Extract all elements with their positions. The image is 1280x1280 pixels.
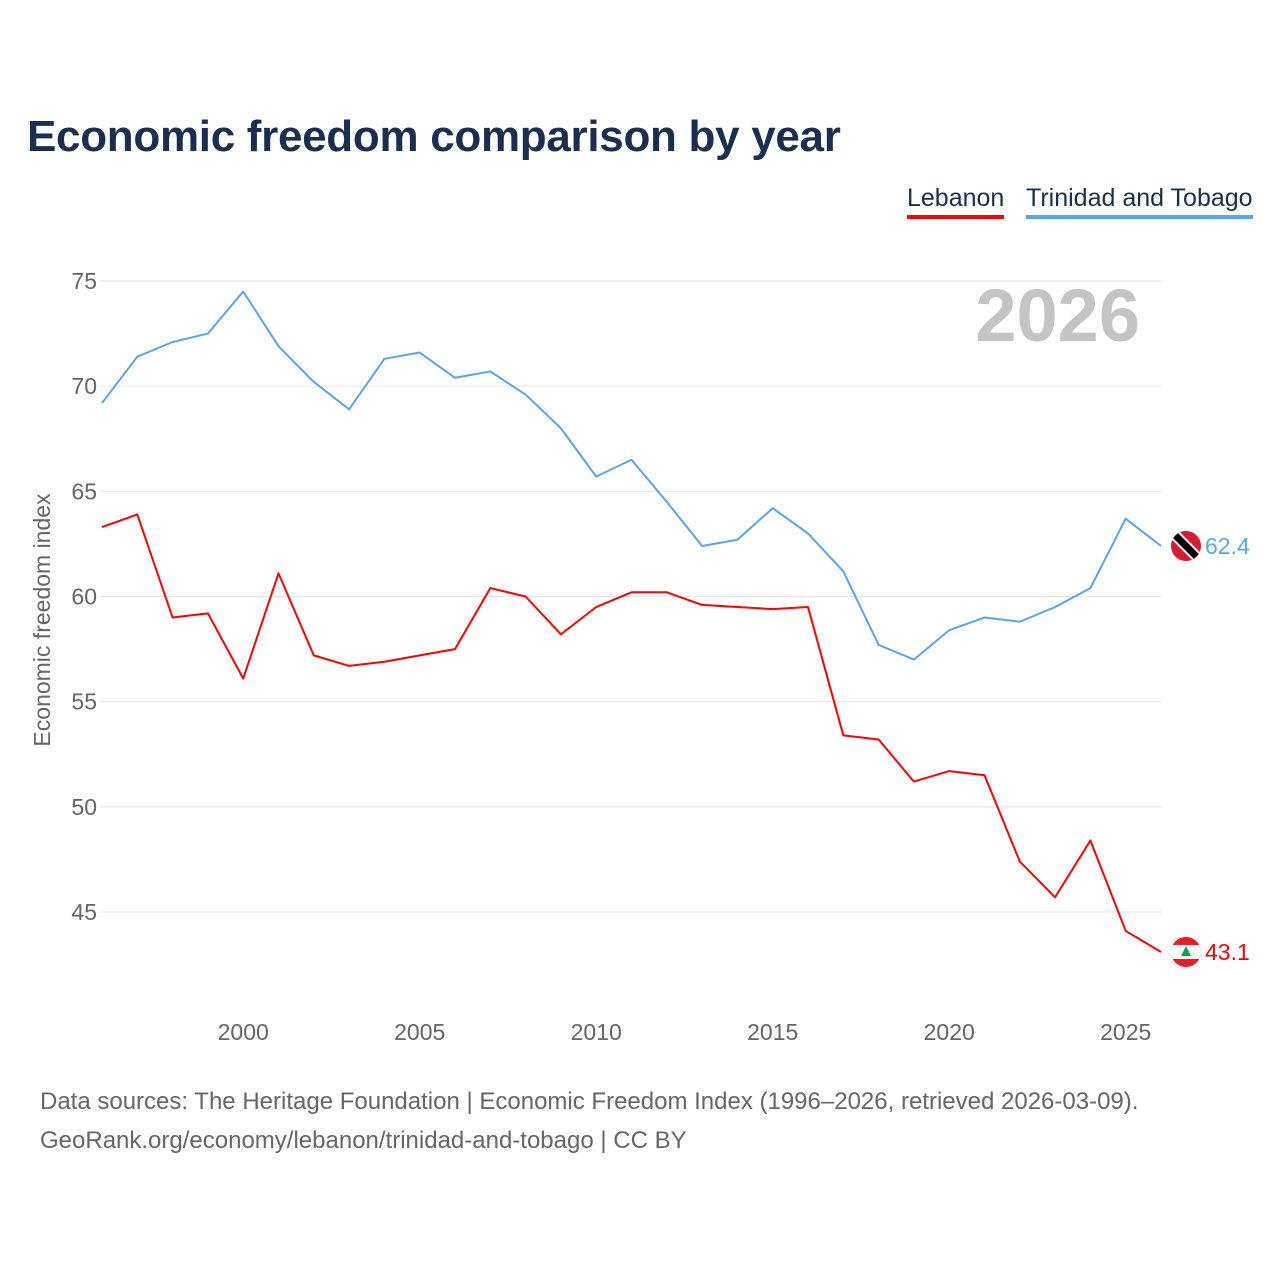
chart-title: Economic freedom comparison by year [27, 112, 841, 161]
flag-black-stripe [1171, 531, 1201, 562]
y-tick-label: 55 [71, 689, 97, 715]
footer-attribution: GeoRank.org/economy/lebanon/trinidad-and… [40, 1127, 687, 1154]
x-tick-label: 2025 [1100, 1019, 1151, 1045]
x-tick-label: 2000 [218, 1019, 269, 1045]
y-tick-label: 60 [71, 584, 97, 610]
series-line-trinidad-and-tobago [101, 290, 1162, 661]
flag-body [1171, 936, 1201, 967]
year-watermark: 2026 [975, 274, 1140, 357]
x-tick-label: 2005 [394, 1019, 445, 1045]
y-tick-label: 75 [71, 268, 97, 294]
x-tick-label: 2015 [747, 1019, 798, 1045]
end-value-label: 43.1 [1205, 939, 1250, 965]
end-value-label: 62.4 [1205, 533, 1250, 559]
y-tick-label: 65 [71, 478, 97, 504]
y-tick-label: 45 [71, 899, 97, 925]
series-line-lebanon [101, 513, 1162, 953]
legend-lebanon[interactable]: Lebanon [907, 184, 1005, 219]
footer-sources: Data sources: The Heritage Foundation | … [40, 1088, 1139, 1115]
trinidad-flag-icon [1171, 531, 1201, 562]
flag-body [1171, 531, 1201, 562]
legend-trinidad-and-tobago[interactable]: Trinidad and Tobago [1026, 184, 1253, 219]
y-tick-label: 50 [71, 794, 97, 820]
cedar-tree [1181, 945, 1191, 956]
y-axis-label: Economic freedom index [29, 493, 55, 747]
y-tick-label: 70 [71, 373, 97, 399]
x-tick-label: 2010 [571, 1019, 622, 1045]
lebanon-flag-icon [1171, 936, 1201, 967]
x-tick-label: 2020 [924, 1019, 975, 1045]
